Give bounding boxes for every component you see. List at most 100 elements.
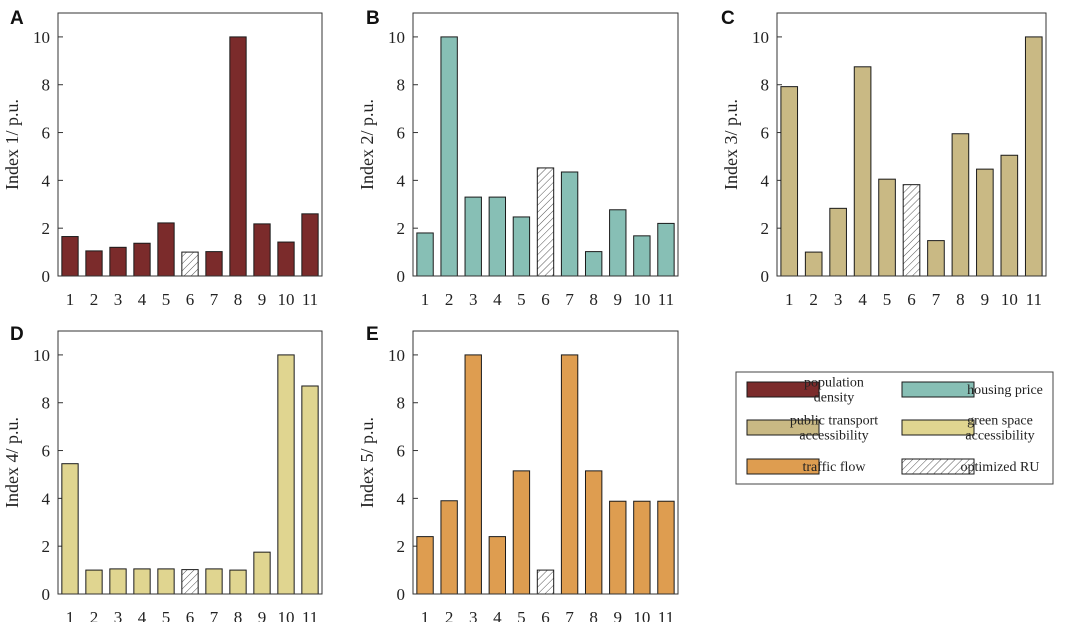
x-tick-label: 9 bbox=[258, 290, 267, 309]
x-tick-label: 5 bbox=[883, 290, 892, 309]
x-tick-label: 4 bbox=[858, 290, 867, 309]
y-tick-label: 2 bbox=[42, 537, 51, 556]
bar bbox=[61, 236, 79, 277]
legend-label: accessibility bbox=[799, 429, 868, 444]
x-tick-label: 8 bbox=[234, 290, 243, 309]
x-tick-label: 4 bbox=[493, 290, 502, 309]
bar bbox=[976, 168, 994, 277]
panel-label: B bbox=[366, 8, 380, 29]
y-tick-label: 10 bbox=[388, 28, 405, 47]
panel-label: C bbox=[721, 8, 735, 29]
x-tick-label: 7 bbox=[565, 290, 574, 309]
bar bbox=[951, 133, 970, 277]
x-tick-label: 8 bbox=[589, 290, 598, 309]
legend-swatch bbox=[901, 419, 975, 436]
y-tick-label: 8 bbox=[397, 394, 406, 413]
x-tick-label: 2 bbox=[445, 608, 454, 622]
bar bbox=[780, 86, 799, 277]
bar bbox=[464, 354, 482, 595]
bar bbox=[1000, 154, 1019, 277]
bar bbox=[609, 209, 627, 277]
legend-label: green space bbox=[967, 414, 1033, 429]
y-tick-label: 8 bbox=[397, 76, 406, 95]
bar bbox=[109, 246, 127, 277]
x-tick-label: 1 bbox=[421, 290, 430, 309]
bar bbox=[633, 500, 651, 595]
y-tick-label: 4 bbox=[761, 171, 770, 190]
x-tick-label: 10 bbox=[633, 290, 650, 309]
bar bbox=[157, 568, 175, 595]
y-tick-label: 10 bbox=[33, 28, 50, 47]
y-axis-label: Index 3/ p.u. bbox=[721, 99, 741, 190]
bar bbox=[253, 551, 271, 595]
bar bbox=[488, 196, 507, 277]
x-tick-label: 8 bbox=[234, 608, 243, 622]
bar bbox=[584, 251, 603, 277]
y-tick-label: 6 bbox=[397, 442, 406, 461]
legend-swatch bbox=[746, 419, 820, 436]
bar bbox=[878, 178, 896, 277]
bar bbox=[85, 569, 103, 595]
bar bbox=[804, 251, 823, 277]
x-tick-label: 6 bbox=[541, 608, 550, 622]
y-tick-label: 2 bbox=[761, 219, 770, 238]
y-tick-label: 0 bbox=[397, 267, 406, 286]
bar bbox=[157, 222, 175, 277]
x-tick-label: 4 bbox=[493, 608, 502, 622]
bar bbox=[416, 536, 434, 595]
bar bbox=[301, 385, 319, 595]
x-tick-label: 6 bbox=[541, 290, 550, 309]
legend-label: accessibility bbox=[965, 429, 1034, 444]
y-tick-label: 6 bbox=[42, 124, 51, 143]
x-tick-label: 1 bbox=[66, 608, 75, 622]
bar bbox=[229, 36, 247, 277]
bar bbox=[1024, 36, 1043, 277]
bar bbox=[277, 354, 295, 595]
x-tick-label: 4 bbox=[138, 290, 147, 309]
y-tick-label: 10 bbox=[752, 28, 769, 47]
bar bbox=[657, 222, 675, 277]
legend-label: housing price bbox=[967, 383, 1043, 398]
y-tick-label: 8 bbox=[42, 76, 51, 95]
panel-label: D bbox=[10, 324, 24, 345]
x-tick-label: 11 bbox=[302, 608, 318, 622]
y-tick-label: 6 bbox=[42, 442, 51, 461]
x-tick-label: 2 bbox=[809, 290, 818, 309]
x-tick-label: 7 bbox=[932, 290, 941, 309]
x-tick-label: 5 bbox=[162, 608, 171, 622]
y-tick-label: 4 bbox=[397, 171, 406, 190]
x-tick-label: 9 bbox=[258, 608, 267, 622]
y-tick-label: 6 bbox=[397, 124, 406, 143]
bar bbox=[633, 235, 651, 277]
legend-swatch bbox=[746, 381, 820, 398]
y-tick-label: 10 bbox=[388, 346, 405, 365]
y-tick-label: 0 bbox=[42, 267, 51, 286]
x-tick-label: 3 bbox=[834, 290, 843, 309]
y-axis-label: Index 1/ p.u. bbox=[2, 99, 22, 190]
x-tick-label: 1 bbox=[421, 608, 430, 622]
legend-item: housing price bbox=[901, 381, 1043, 398]
y-tick-label: 8 bbox=[42, 394, 51, 413]
x-tick-label: 6 bbox=[186, 290, 195, 309]
bar bbox=[609, 500, 627, 595]
x-tick-label: 10 bbox=[278, 290, 295, 309]
y-tick-label: 8 bbox=[761, 76, 770, 95]
bar bbox=[657, 500, 675, 595]
x-tick-label: 10 bbox=[278, 608, 295, 622]
x-tick-label: 6 bbox=[186, 608, 195, 622]
y-tick-label: 0 bbox=[761, 267, 770, 286]
y-tick-label: 4 bbox=[42, 171, 51, 190]
bar bbox=[464, 196, 482, 277]
y-tick-label: 2 bbox=[397, 219, 406, 238]
y-axis-label: Index 4/ p.u. bbox=[2, 417, 22, 508]
bar bbox=[560, 171, 579, 277]
axes-frame bbox=[412, 330, 679, 595]
bar-optimized-ru bbox=[902, 184, 921, 277]
bar bbox=[133, 242, 151, 277]
bar bbox=[229, 569, 247, 595]
